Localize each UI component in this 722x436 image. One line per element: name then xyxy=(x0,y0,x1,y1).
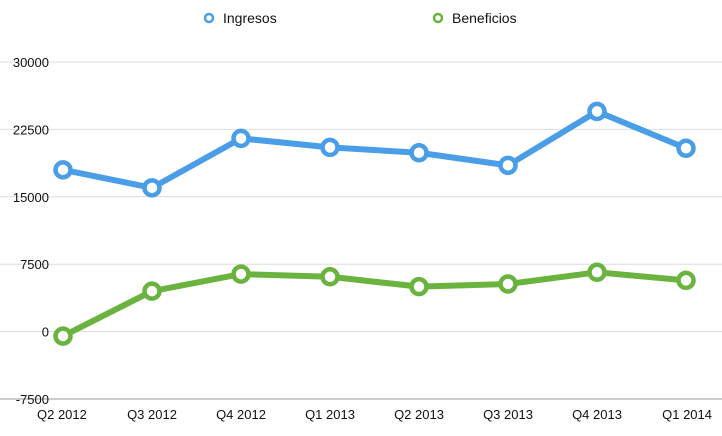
legend-label-ingresos: Ingresos xyxy=(223,10,277,26)
data-point-beneficios xyxy=(53,326,73,346)
data-point-ingresos xyxy=(498,155,518,176)
x-tick-label: Q4 2012 xyxy=(216,407,266,422)
data-point-ingresos xyxy=(231,128,251,149)
data-point-beneficios xyxy=(409,276,429,297)
series-ingresos xyxy=(53,101,696,198)
x-tick-label: Q2 2012 xyxy=(37,407,87,422)
x-tick-label: Q2 2013 xyxy=(394,407,444,422)
y-tick-label: 7500 xyxy=(20,257,49,272)
data-point-beneficios xyxy=(676,270,696,291)
data-point-beneficios xyxy=(320,267,340,287)
x-tick-label: Q3 2012 xyxy=(127,407,177,422)
series-beneficios xyxy=(53,262,696,346)
data-point-ingresos xyxy=(142,178,162,198)
axes: -7500 0 7500 15000 22500 30000 Q2 2012 Q3 2012 Q… xyxy=(13,55,712,422)
y-tick-label: 22500 xyxy=(13,122,49,137)
legend-item-ingresos: Ingresos xyxy=(203,10,277,26)
legend-marker-beneficios xyxy=(432,12,444,24)
legend-marker-ingresos xyxy=(203,12,215,24)
y-tick-label: 15000 xyxy=(13,190,49,205)
legend-label-beneficios: Beneficios xyxy=(452,10,517,26)
legend-item-beneficios: Beneficios xyxy=(432,10,517,26)
data-point-beneficios xyxy=(231,264,251,284)
data-point-ingresos xyxy=(320,137,340,158)
series-line-ingresos xyxy=(60,108,689,191)
x-tick-label: Q1 2014 xyxy=(662,407,712,422)
y-tick-label: 0 xyxy=(42,325,49,340)
data-point-ingresos xyxy=(587,101,607,122)
series-line-beneficios xyxy=(60,269,689,340)
data-point-ingresos xyxy=(409,143,429,163)
legend: Ingresos Beneficios xyxy=(203,10,517,26)
x-tick-label: Q1 2013 xyxy=(305,407,355,422)
data-point-beneficios xyxy=(142,281,162,301)
data-point-beneficios xyxy=(498,274,518,294)
y-tick-label: 30000 xyxy=(13,55,49,70)
x-tick-label: Q4 2013 xyxy=(572,407,622,422)
data-point-beneficios xyxy=(587,262,607,283)
gridlines xyxy=(0,61,722,400)
data-point-ingresos xyxy=(53,160,73,180)
series-layer xyxy=(53,101,696,346)
x-tick-label: Q3 2013 xyxy=(483,407,533,422)
data-point-ingresos xyxy=(676,138,696,159)
y-tick-label: -7500 xyxy=(16,392,49,407)
